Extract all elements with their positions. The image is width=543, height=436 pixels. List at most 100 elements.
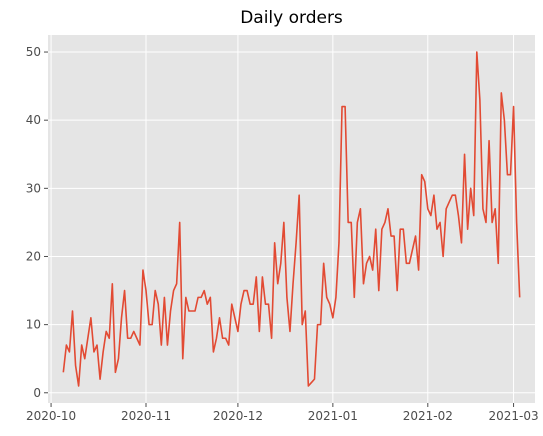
data-point [115, 372, 116, 373]
series-line-0 [62, 51, 521, 387]
data-point [507, 174, 508, 175]
data-point [378, 290, 379, 291]
data-point [118, 358, 119, 359]
data-point [145, 290, 146, 291]
data-point [366, 263, 367, 264]
data-point [197, 297, 198, 298]
data-point [348, 222, 349, 223]
data-point [216, 338, 217, 339]
data-point [228, 344, 229, 345]
y-tick-label: 40 [26, 113, 41, 127]
x-tick-label: 2021-03 [488, 409, 538, 423]
data-point [78, 385, 79, 386]
data-point [314, 379, 315, 380]
y-axis-ticks: 0 10 20 30 40 50 [26, 45, 48, 400]
data-point [210, 297, 211, 298]
x-tick-label: 2021-02 [403, 409, 453, 423]
data-point [204, 290, 205, 291]
data-point [182, 358, 183, 359]
data-point [231, 304, 232, 305]
data-point [90, 317, 91, 318]
data-point [121, 317, 122, 318]
data-point [415, 235, 416, 236]
data-point [387, 208, 388, 209]
data-point [427, 208, 428, 209]
data-point [299, 195, 300, 196]
x-tick-label: 2020-10 [26, 409, 76, 423]
data-point [516, 222, 517, 223]
data-point [173, 290, 174, 291]
data-point [400, 229, 401, 230]
data-point [464, 154, 465, 155]
data-point [421, 174, 422, 175]
data-point [289, 331, 290, 332]
y-tick-label: 0 [33, 386, 41, 400]
data-point [112, 283, 113, 284]
plot-area [48, 35, 535, 403]
data-point [219, 317, 220, 318]
data-point [498, 263, 499, 264]
data-point [510, 174, 511, 175]
data-point [308, 385, 309, 386]
data-point [449, 201, 450, 202]
data-point [430, 215, 431, 216]
data-point [262, 276, 263, 277]
data-point [96, 344, 97, 345]
data-point [164, 297, 165, 298]
data-point [302, 324, 303, 325]
data-point [305, 310, 306, 311]
data-point [243, 290, 244, 291]
data-point [433, 195, 434, 196]
data-point [225, 338, 226, 339]
data-point [479, 99, 480, 100]
data-point [69, 351, 70, 352]
data-point [488, 140, 489, 141]
data-point [106, 331, 107, 332]
data-point [320, 324, 321, 325]
data-point [329, 304, 330, 305]
data-point [495, 208, 496, 209]
data-point [363, 283, 364, 284]
series-layer [62, 51, 521, 387]
x-tick-label: 2020-12 [213, 409, 263, 423]
data-point [188, 310, 189, 311]
data-point [139, 344, 140, 345]
data-point [458, 215, 459, 216]
data-point [124, 290, 125, 291]
data-point [283, 222, 284, 223]
data-point [412, 249, 413, 250]
x-axis-ticks: 2020-10 2020-11 2020-12 2021-01 2021-02 2021-… [26, 403, 539, 423]
y-tick-label: 50 [26, 45, 41, 59]
data-point [357, 222, 358, 223]
data-point [326, 297, 327, 298]
data-point [194, 310, 195, 311]
data-point [161, 344, 162, 345]
data-point [152, 324, 153, 325]
data-point [158, 304, 159, 305]
data-point [485, 222, 486, 223]
data-point [87, 338, 88, 339]
data-point [63, 372, 64, 373]
data-point [341, 106, 342, 107]
data-point [332, 317, 333, 318]
data-point [253, 304, 254, 305]
data-point [409, 263, 410, 264]
data-point [250, 304, 251, 305]
data-point [185, 297, 186, 298]
data-point [492, 222, 493, 223]
data-point [452, 195, 453, 196]
data-point [439, 222, 440, 223]
data-point [148, 324, 149, 325]
data-point [280, 263, 281, 264]
x-tick-label: 2021-01 [308, 409, 358, 423]
data-point [354, 297, 355, 298]
data-point [397, 290, 398, 291]
data-point [271, 338, 272, 339]
data-point [213, 351, 214, 352]
data-point [207, 304, 208, 305]
data-point [130, 338, 131, 339]
data-point [295, 242, 296, 243]
data-point [476, 51, 477, 52]
data-point [394, 235, 395, 236]
data-point [372, 270, 373, 271]
